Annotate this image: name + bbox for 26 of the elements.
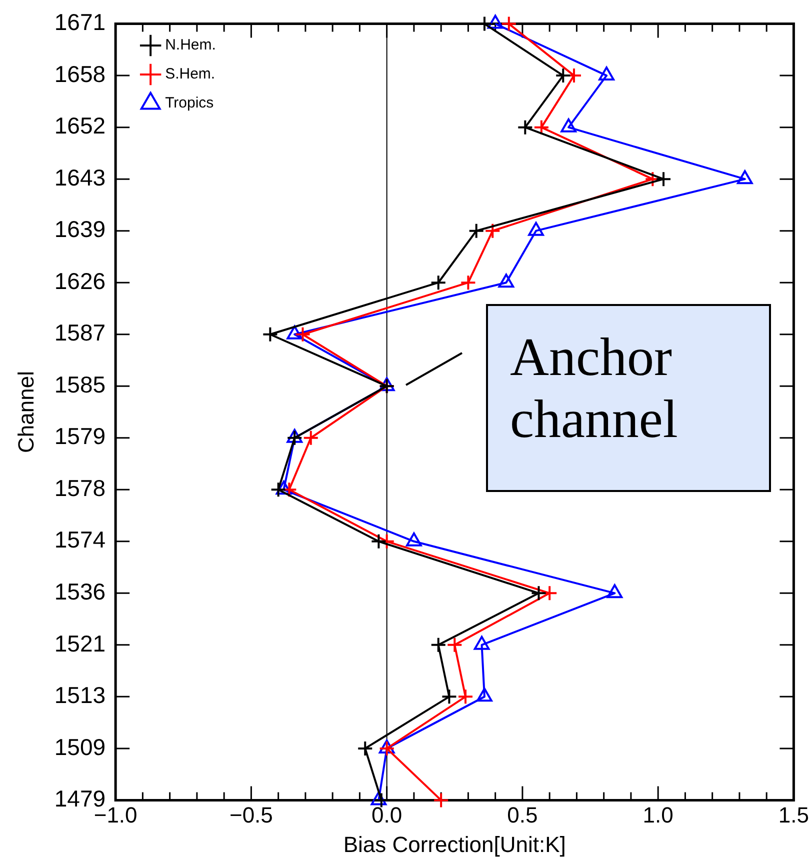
x-tick-label: 0.0 bbox=[372, 802, 402, 828]
y-tick-label: 1509 bbox=[54, 734, 106, 760]
y-tick-label: 1643 bbox=[54, 164, 106, 190]
y-tick-label: 1652 bbox=[54, 112, 106, 139]
y-tick-label: 1585 bbox=[54, 371, 106, 398]
legend-label: Tropics bbox=[165, 94, 214, 112]
y-tick-label: 1521 bbox=[54, 630, 106, 656]
legend-label: S.Hem. bbox=[165, 66, 216, 83]
x-tick-label: 1.0 bbox=[642, 802, 674, 828]
x-axis-title: Bias Correction[Unit:K] bbox=[343, 832, 566, 857]
y-tick-label: 1579 bbox=[54, 423, 106, 450]
y-tick-label: 1671 bbox=[54, 9, 106, 36]
y-tick-label: 1578 bbox=[54, 474, 106, 501]
x-tick-label: −0.5 bbox=[229, 802, 273, 828]
y-axis-title: Channel bbox=[13, 371, 38, 453]
y-tick-label: 1626 bbox=[54, 268, 106, 294]
annotation: Anchor channel bbox=[486, 304, 771, 492]
y-tick-label: 1513 bbox=[54, 682, 106, 708]
y-tick-label: 1639 bbox=[54, 216, 106, 242]
y-tick-label: 1536 bbox=[54, 578, 106, 605]
y-tick-label: 1587 bbox=[54, 320, 106, 346]
legend-label: N.Hem. bbox=[165, 36, 216, 54]
x-tick-label: 0.5 bbox=[507, 802, 538, 828]
y-tick-label: 1658 bbox=[54, 60, 106, 87]
y-tick-label: 1574 bbox=[54, 526, 106, 553]
x-tick-label: 1.5 bbox=[778, 802, 810, 828]
